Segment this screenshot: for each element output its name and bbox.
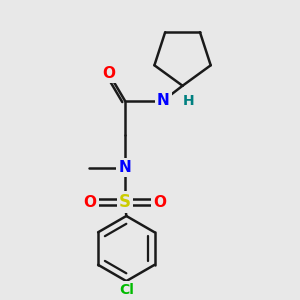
Text: S: S — [119, 193, 131, 211]
Text: H: H — [183, 94, 194, 107]
Text: N: N — [157, 93, 170, 108]
Text: O: O — [84, 195, 97, 210]
Text: O: O — [102, 65, 115, 80]
Text: Cl: Cl — [119, 283, 134, 297]
Text: N: N — [118, 160, 131, 175]
Text: O: O — [153, 195, 166, 210]
